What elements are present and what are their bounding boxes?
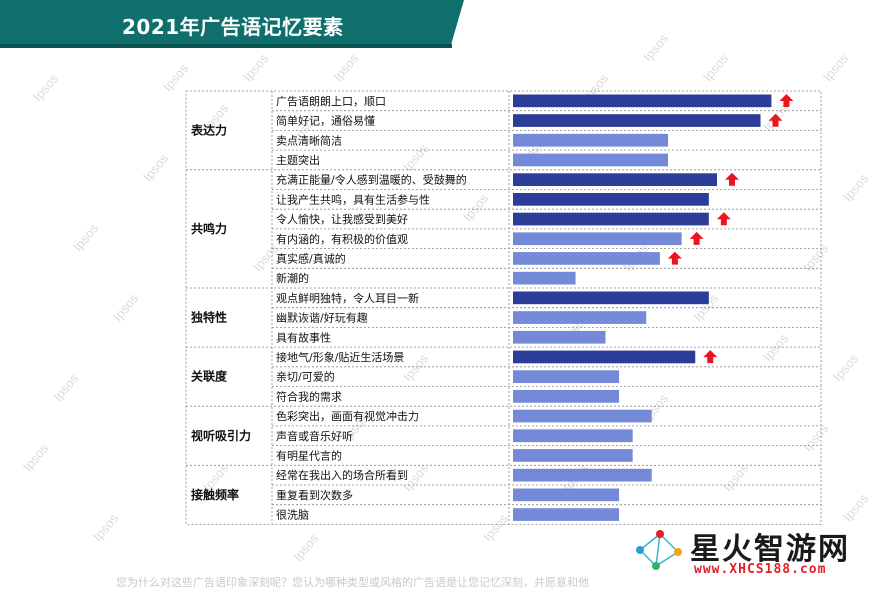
network-logo-icon (636, 530, 682, 570)
item-label: 重复看到次数多 (276, 488, 353, 502)
data-bar (513, 114, 761, 127)
site-logo: 星火智游网 www.XHCS188.com (630, 522, 870, 586)
data-bar (513, 173, 717, 186)
item-label: 声音或音乐好听 (276, 429, 353, 443)
logo-name: 星火智游网 (690, 532, 850, 567)
up-arrow-icon (667, 251, 682, 265)
up-arrow-icon (725, 172, 739, 186)
logo-url: www.XHCS188.com (694, 562, 827, 577)
category-label: 接触频率 (191, 487, 239, 502)
up-arrow-icon (689, 231, 704, 245)
item-label: 经常在我出入的场合所看到 (276, 468, 408, 482)
title-banner (0, 0, 464, 48)
data-bar (513, 350, 696, 364)
data-bar (513, 468, 652, 482)
table-border (185, 90, 822, 525)
data-bar (513, 370, 620, 383)
item-label: 广告语朗朗上口，顺口 (276, 95, 386, 108)
data-bar (513, 390, 620, 403)
data-bar (513, 409, 652, 423)
up-arrow-icon (779, 94, 794, 107)
title-banner-shadow (0, 44, 452, 48)
category-label: 独特性 (190, 310, 227, 325)
item-label: 幽默诙谐/好玩有趣 (276, 311, 368, 325)
item-label: 卖点清晰简洁 (276, 133, 342, 147)
up-arrow-icon (703, 350, 718, 364)
item-label: 观点鲜明独特，令人耳目一新 (276, 291, 419, 305)
data-bar (513, 212, 709, 226)
item-label: 具有故事性 (276, 330, 331, 344)
category-label: 表达力 (190, 122, 227, 137)
category-label: 共鸣力 (191, 221, 227, 236)
data-bar (513, 429, 633, 443)
data-bar (513, 232, 682, 246)
item-label: 主题突出 (276, 153, 320, 167)
category-label: 视听吸引力 (191, 428, 251, 443)
up-arrow-icon (768, 113, 783, 127)
item-label: 充满正能量/令人感到温暖的、受鼓舞的 (276, 173, 467, 187)
data-bar (513, 193, 709, 206)
data-bar (513, 252, 660, 265)
data-bar (513, 488, 620, 502)
data-bar (513, 271, 576, 285)
item-label: 很洗脑 (276, 508, 309, 522)
data-bar (513, 291, 709, 305)
item-label: 简单好记，通俗易懂 (276, 114, 375, 128)
page-title: 2021年广告语记忆要素 (122, 15, 344, 39)
item-label: 让我产生共鸣，具有生活参与性 (276, 192, 430, 206)
data-bar (513, 449, 633, 462)
up-arrow-icon (716, 212, 731, 226)
item-label: 亲切/可爱的 (276, 370, 335, 384)
item-label: 符合我的需求 (276, 389, 342, 403)
data-bar (513, 94, 772, 108)
footer-question: 您为什么对这些广告语印象深刻呢？您认为哪种类型或风格的广告语是让您记忆深刻，并愿… (116, 576, 589, 589)
data-bar (513, 330, 606, 344)
item-label: 接地气/形象/贴近生活场景 (276, 350, 404, 364)
item-label: 色彩突出，画面有视觉冲击力 (276, 409, 419, 423)
data-bar (513, 311, 647, 324)
item-label: 真实感/真诚的 (276, 251, 346, 265)
item-label: 有明星代言的 (276, 448, 342, 462)
item-label: 有内涵的，有积极的价值观 (276, 232, 408, 246)
data-bar (513, 133, 669, 147)
data-bar (513, 153, 669, 167)
item-label: 令人愉快，让我感受到美好 (276, 212, 408, 226)
item-label: 新潮的 (276, 271, 309, 285)
data-bar (513, 508, 620, 521)
category-label: 关联度 (191, 369, 228, 384)
